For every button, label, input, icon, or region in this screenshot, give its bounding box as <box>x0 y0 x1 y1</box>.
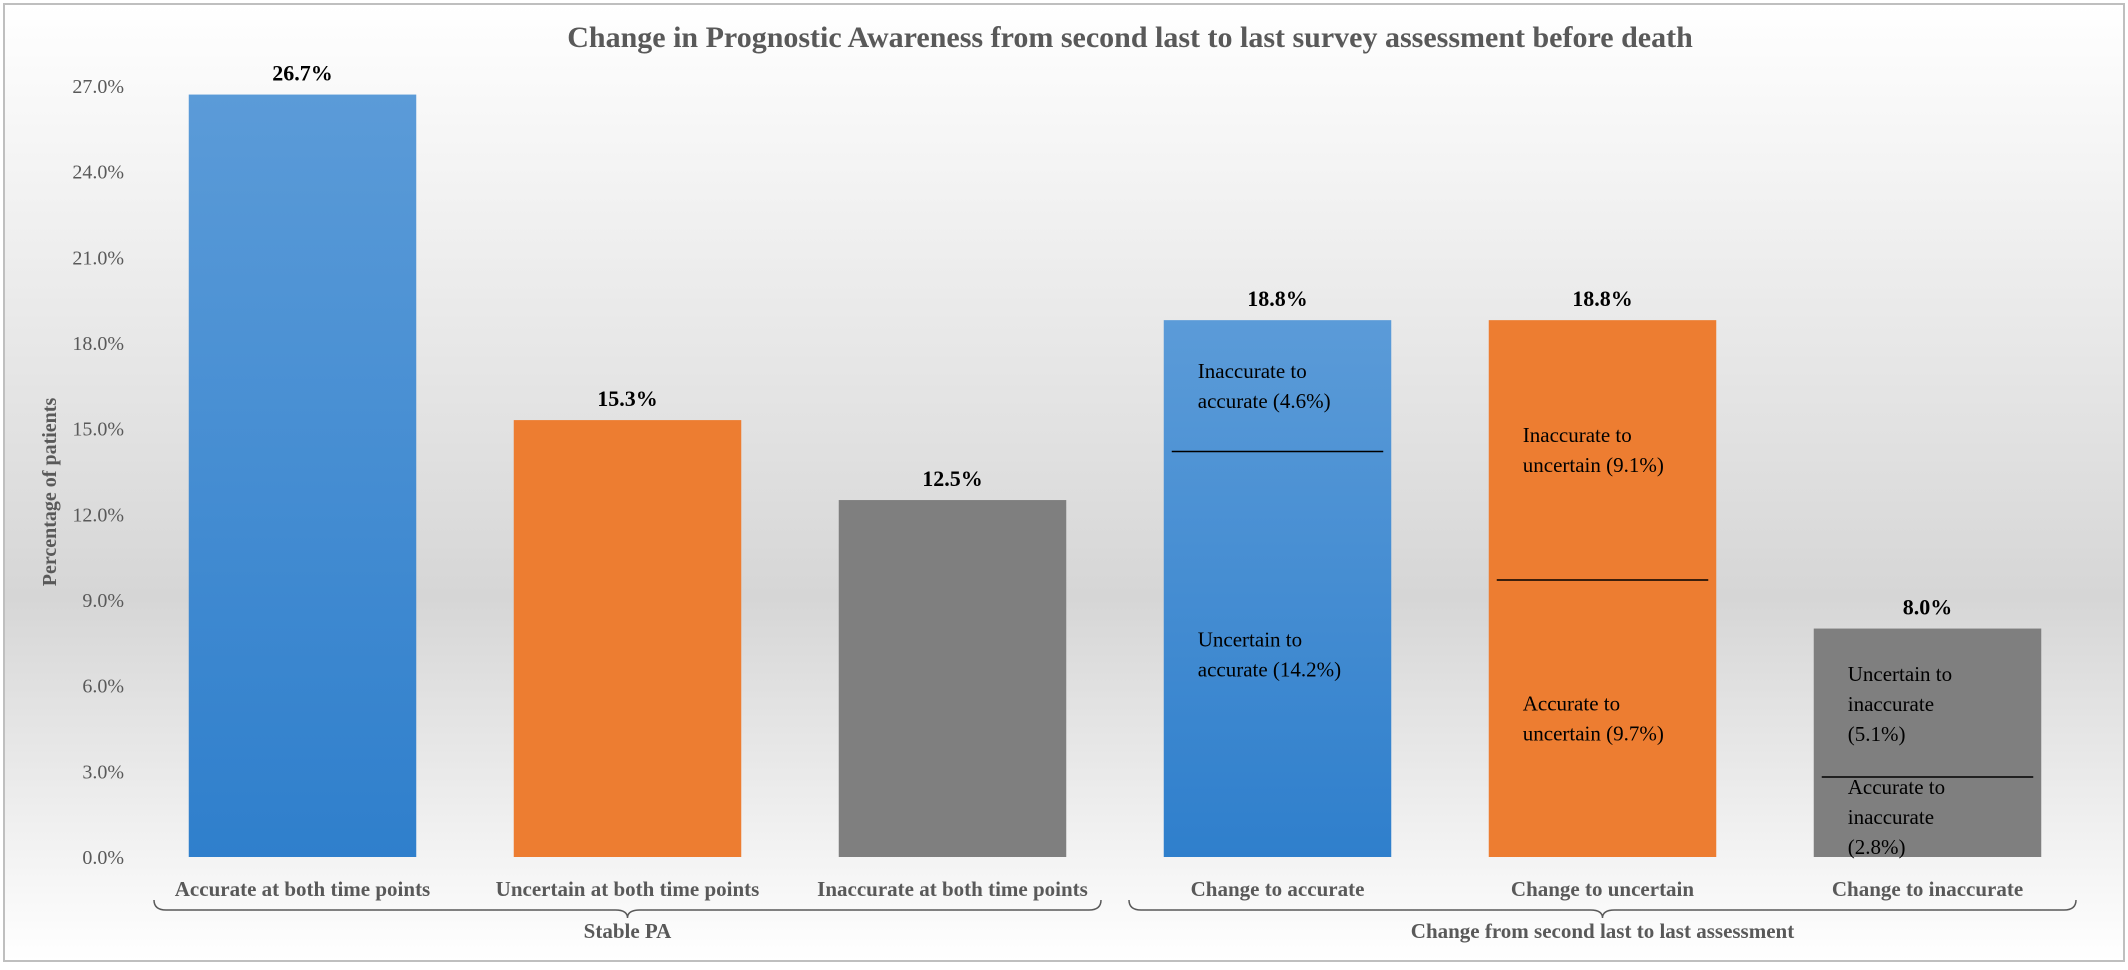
y-tick-label: 9.0% <box>82 590 124 612</box>
bar-value-label: 18.8% <box>1572 286 1633 311</box>
x-tick-label: Change to inaccurate <box>1832 877 2023 901</box>
bar <box>1813 628 2042 857</box>
y-tick-label: 21.0% <box>72 247 124 269</box>
bar <box>513 420 742 857</box>
segment-label: Accurate to uncertain (9.7%) <box>1523 692 1664 746</box>
segment-label: Inaccurate to uncertain (9.1%) <box>1523 423 1664 477</box>
y-axis-label: Percentage of patients <box>39 398 61 587</box>
category-groups: Stable PA Change from second last to last… <box>153 899 2077 943</box>
y-tick-label: 6.0% <box>82 676 124 698</box>
y-tick-label: 27.0% <box>72 76 124 98</box>
bars: 26.7% 15.3% 12.5% 18.8% Uncertain to accurate… <box>188 61 2042 859</box>
group-bracket <box>1128 899 2077 919</box>
bar-value-label: 8.0% <box>1903 595 1953 620</box>
bar-value-label: 18.8% <box>1247 286 1308 311</box>
y-tick-label: 24.0% <box>72 162 124 184</box>
y-tick-label: 12.0% <box>72 504 124 526</box>
bar-value-label: 26.7% <box>272 61 333 86</box>
y-axis: 0.0% 3.0% 6.0% 9.0% 12.0% 15.0% 18.0% 21.0% 24.0… <box>72 76 124 869</box>
x-axis: Accurate at both time points Uncertain at… <box>175 877 2023 901</box>
bar-value-label: 12.5% <box>922 466 983 491</box>
x-tick-label: Change to uncertain <box>1511 877 1694 901</box>
bar <box>1163 320 1392 858</box>
group-bracket <box>153 899 1102 919</box>
chart-title: Change in Prognostic Awareness from seco… <box>567 21 1693 54</box>
y-tick-label: 3.0% <box>82 761 124 783</box>
x-tick-label: Accurate at both time points <box>175 877 430 901</box>
y-tick-label: 18.0% <box>72 333 124 355</box>
bar-value-label: 15.3% <box>597 386 658 411</box>
segment-label: Uncertain to inaccurate (5.1%) <box>1848 662 1952 746</box>
x-tick-label: Change to accurate <box>1191 877 1365 901</box>
x-tick-label: Uncertain at both time points <box>496 877 760 901</box>
segment-label: Uncertain to accurate (14.2%) <box>1198 627 1341 681</box>
y-tick-label: 0.0% <box>82 847 124 869</box>
bar <box>1488 320 1717 858</box>
bar <box>188 94 417 858</box>
group-label: Stable PA <box>584 919 673 943</box>
segment-label: Inaccurate to accurate (4.6%) <box>1198 359 1331 413</box>
group-label: Change from second last to last assessme… <box>1411 919 1794 943</box>
segment-label: Accurate to inaccurate (2.8%) <box>1848 775 1945 859</box>
x-tick-label: Inaccurate at both time points <box>817 877 1088 901</box>
y-tick-label: 15.0% <box>72 419 124 441</box>
bar <box>838 500 1067 857</box>
